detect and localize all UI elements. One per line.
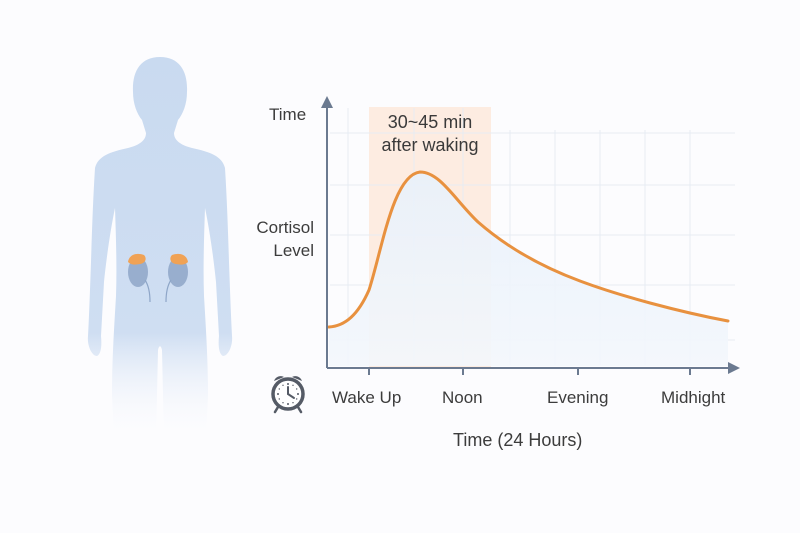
human-body-silhouette bbox=[87, 57, 233, 440]
x-axis-arrow-icon bbox=[728, 362, 740, 374]
curve-area bbox=[329, 172, 728, 366]
cortisol-curve bbox=[327, 170, 730, 329]
annotation-line2: after waking bbox=[381, 135, 479, 155]
y-axis-label: Cortisol Level bbox=[236, 216, 314, 262]
x-tick-noon: Noon bbox=[442, 388, 483, 407]
x-axis-title: Time (24 Hours) bbox=[453, 430, 583, 450]
y-axis-top-label: Time bbox=[269, 105, 307, 124]
x-tick-wake-up: Wake Up bbox=[332, 388, 402, 407]
annotation-line1: 30~45 min bbox=[387, 112, 473, 132]
y-axis-arrow-icon bbox=[321, 96, 333, 108]
kidneys-adrenal-icon bbox=[128, 253, 188, 303]
alarm-clock-icon bbox=[271, 376, 305, 414]
chart-axes bbox=[326, 106, 730, 375]
x-tick-midnight: Midhight bbox=[661, 388, 726, 407]
y-axis-label-line1: Cortisol bbox=[256, 218, 314, 237]
y-axis-label-line2: Level bbox=[273, 241, 314, 260]
x-tick-evening: Evening bbox=[547, 388, 609, 407]
peak-annotation: 30~45 min after waking bbox=[369, 111, 491, 157]
